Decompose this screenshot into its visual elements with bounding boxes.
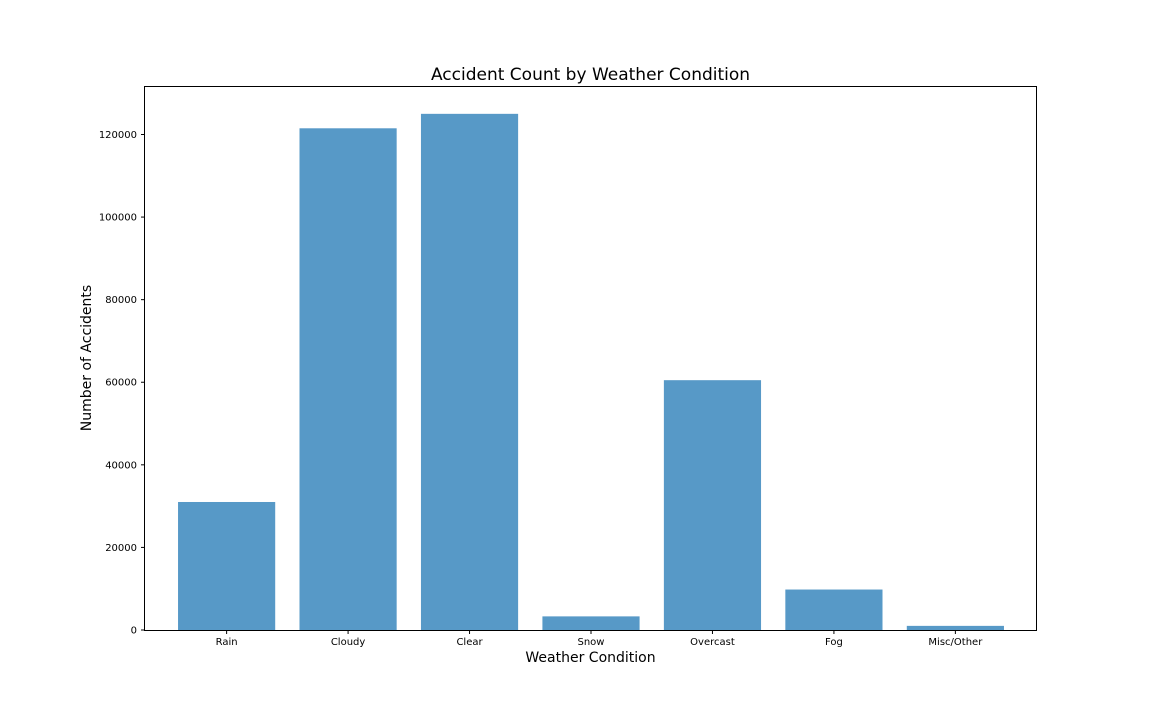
x-axis-label: Weather Condition bbox=[525, 650, 655, 666]
x-tick-label: Snow bbox=[578, 637, 605, 648]
y-tick-label: 40000 bbox=[105, 460, 137, 471]
y-tick-label: 80000 bbox=[105, 295, 137, 306]
y-tick-label: 60000 bbox=[105, 378, 137, 389]
x-tick-label: Rain bbox=[216, 637, 238, 648]
y-tick-label: 20000 bbox=[105, 543, 137, 554]
bar-clear bbox=[420, 113, 519, 630]
x-tick-label: Fog bbox=[825, 637, 843, 648]
y-tick-label: 100000 bbox=[99, 213, 137, 224]
y-axis: 0 20000 40000 60000 80000 100000 120000 bbox=[99, 130, 145, 637]
bar-fog bbox=[785, 589, 883, 630]
x-tick-label: Misc/Other bbox=[928, 637, 983, 648]
bar-snow bbox=[542, 616, 640, 630]
chart-title: Accident Count by Weather Condition bbox=[431, 65, 750, 85]
y-tick-label: 0 bbox=[131, 626, 137, 637]
x-tick-label: Clear bbox=[456, 637, 483, 648]
bar-rain bbox=[178, 501, 276, 630]
bar-misc-other bbox=[906, 625, 1004, 630]
x-axis: Rain Cloudy Clear Snow Overcast Fog Misc/Other bbox=[216, 630, 983, 648]
x-tick-label: Cloudy bbox=[331, 637, 366, 648]
bar-overcast bbox=[663, 380, 762, 630]
x-tick-label: Overcast bbox=[690, 637, 735, 648]
bar-cloudy bbox=[299, 128, 397, 630]
y-tick-label: 120000 bbox=[99, 130, 137, 141]
bars-group bbox=[178, 113, 1004, 630]
plot-frame bbox=[144, 86, 1037, 631]
y-axis-label: Number of Accidents bbox=[79, 285, 95, 431]
